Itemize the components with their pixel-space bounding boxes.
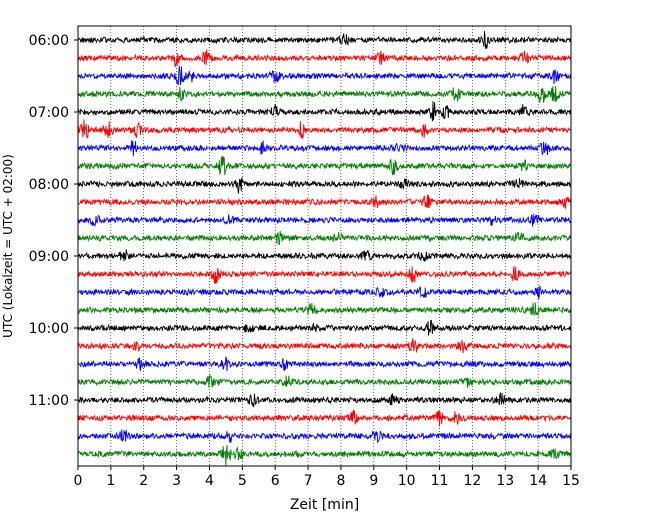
- y-tick-label: 08:00: [29, 177, 69, 193]
- trace-1115: [77, 410, 572, 427]
- x-tick-label: 12: [463, 473, 481, 489]
- trace-0615: [77, 49, 572, 68]
- trace-0900: [77, 249, 572, 263]
- trace-0830: [77, 213, 572, 227]
- trace-0930: [77, 285, 572, 300]
- trace-0730: [77, 140, 572, 157]
- x-tick-label: 4: [205, 473, 214, 489]
- x-tick-label: 14: [529, 473, 547, 489]
- trace-1130: [77, 429, 572, 444]
- trace-0800: [77, 177, 572, 194]
- y-tick-label: 10:00: [29, 321, 69, 337]
- trace-0915: [77, 266, 572, 285]
- trace-0600: [77, 31, 572, 49]
- x-tick-label: 11: [431, 473, 449, 489]
- x-tick-label: 2: [139, 473, 148, 489]
- trace-0945: [77, 302, 572, 317]
- y-axis-label: UTC (Lokalzeit = UTC + 02:00): [1, 154, 15, 338]
- y-tick-label: 07:00: [29, 105, 69, 121]
- y-axis: 06:00 07:00 08:00 09:00 10:00 11:00: [29, 33, 78, 409]
- trace-1000: [77, 319, 572, 336]
- trace-1145: [77, 445, 572, 466]
- x-tick-label: 15: [562, 473, 580, 489]
- trace-group: [77, 31, 572, 466]
- x-tick-label: 6: [271, 473, 280, 489]
- x-axis-label: Zeit [min]: [290, 497, 359, 513]
- plot-frame: [77, 25, 572, 467]
- x-tick-label: 1: [106, 473, 115, 489]
- trace-0630: [77, 65, 572, 86]
- x-tick-label: 5: [238, 473, 247, 489]
- trace-0645: [77, 86, 572, 103]
- trace-0700: [77, 101, 572, 122]
- trace-0715: [77, 119, 572, 139]
- x-tick-label: 10: [398, 473, 416, 489]
- y-tick-label: 11:00: [29, 393, 69, 409]
- x-tick-label: 9: [369, 473, 378, 489]
- x-tick-label: 13: [496, 473, 514, 489]
- x-axis: 0 1 2 3 4 5 6 7 8 9 10 11 12 13 14 15: [74, 466, 580, 489]
- y-tick-label: 09:00: [29, 249, 69, 265]
- trace-1030: [77, 356, 572, 372]
- trace-1045: [77, 374, 572, 388]
- x-tick-label: 3: [172, 473, 181, 489]
- trace-1100: [77, 391, 572, 408]
- x-tick-label: 8: [336, 473, 345, 489]
- trace-0815: [77, 194, 572, 209]
- y-tick-label: 06:00: [29, 33, 69, 49]
- x-tick-label: 0: [74, 473, 83, 489]
- x-tick-label: 7: [304, 473, 313, 489]
- trace-0845: [77, 230, 572, 246]
- trace-0745: [77, 156, 572, 176]
- trace-1015: [77, 338, 572, 354]
